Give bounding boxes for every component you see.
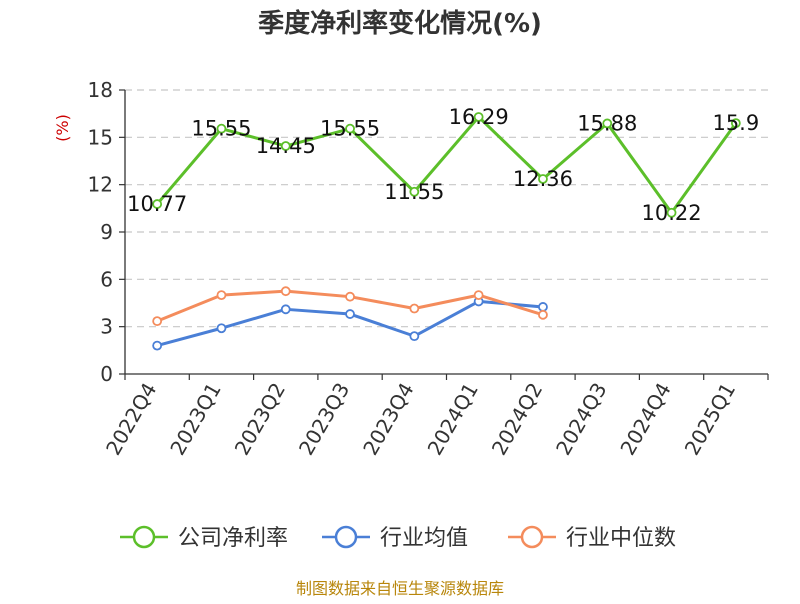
- data-point: [216, 123, 227, 134]
- legend-label: 公司净利率: [178, 526, 288, 551]
- y-tick-label: 15: [88, 125, 113, 149]
- y-tick-label: 0: [100, 362, 113, 386]
- x-tick-label: 2024Q1: [423, 379, 483, 460]
- data-label: 11.55: [384, 180, 444, 204]
- y-tick-label: 9: [100, 220, 113, 244]
- data-point: [280, 141, 291, 151]
- data-point: [152, 199, 163, 209]
- x-tick-label: 2024Q3: [551, 379, 611, 460]
- data-label: 16.29: [449, 105, 509, 129]
- x-tick-label: 2023Q2: [230, 379, 290, 460]
- legend-label: 行业中位数: [566, 526, 676, 551]
- legend-item[interactable]: 公司净利率: [120, 525, 288, 551]
- x-tick-label: 2023Q3: [294, 379, 354, 460]
- source-note: 制图数据来自恒生聚源数据库: [296, 579, 504, 598]
- data-label: 12.36: [513, 167, 573, 191]
- legend-label: 行业均值: [380, 526, 468, 551]
- data-point: [280, 286, 291, 297]
- data-point: [409, 303, 420, 314]
- y-tick-label: 6: [100, 267, 113, 291]
- legend-swatch-marker: [520, 525, 544, 549]
- data-point: [473, 290, 484, 301]
- data-point: [280, 304, 291, 315]
- data-point: [345, 291, 355, 302]
- legend-item[interactable]: 行业均值: [322, 525, 468, 551]
- data-label: 10.77: [127, 192, 187, 216]
- data-point: [152, 340, 163, 351]
- x-tick-label: 2025Q1: [680, 379, 740, 460]
- legend: 公司净利率 行业均值 行业中位数: [120, 525, 676, 551]
- legend-item[interactable]: 行业中位数: [508, 525, 676, 551]
- x-tick-label: 2023Q1: [165, 379, 225, 460]
- axes: 0 3 6 9 12 15 18 2022Q4 2023Q1 2023Q2 2023Q3 2023Q4…: [88, 78, 769, 460]
- data-point: [538, 302, 548, 312]
- data-label: 15.55: [320, 117, 380, 141]
- series-line: [156, 115, 738, 215]
- data-label: 10.22: [641, 201, 701, 225]
- x-tick-label: 2023Q4: [358, 379, 418, 460]
- y-tick-label: 3: [100, 315, 113, 339]
- data-point: [409, 331, 420, 342]
- x-tick-label: 2024Q4: [615, 379, 675, 460]
- data-point: [216, 290, 227, 301]
- series-line: [156, 299, 544, 348]
- data-point: [666, 207, 677, 218]
- data-point: [730, 118, 741, 129]
- data-point: [538, 174, 548, 184]
- data-label: 15.55: [191, 117, 251, 141]
- data-point: [409, 186, 420, 197]
- data-point: [345, 309, 355, 319]
- data-point: [602, 118, 613, 129]
- data-label: 15.9: [712, 111, 759, 135]
- data-point: [345, 123, 355, 134]
- legend-swatch-marker: [132, 525, 156, 549]
- data-point: [538, 309, 548, 320]
- y-tick-label: 12: [88, 173, 113, 197]
- x-tick-label: 2024Q2: [487, 379, 547, 460]
- legend-swatch-marker: [334, 525, 358, 549]
- data-point: [152, 316, 163, 327]
- data-point: [473, 112, 484, 122]
- y-axis-label: (%): [53, 114, 72, 142]
- data-label: 14.45: [256, 134, 316, 158]
- data-label: 15.88: [577, 111, 637, 135]
- x-tick-label: 2022Q4: [101, 379, 161, 460]
- series-lines: [152, 112, 741, 351]
- data-point: [216, 323, 227, 334]
- chart-title: 季度净利率变化情况(%): [258, 8, 542, 39]
- y-tick-label: 18: [88, 78, 113, 102]
